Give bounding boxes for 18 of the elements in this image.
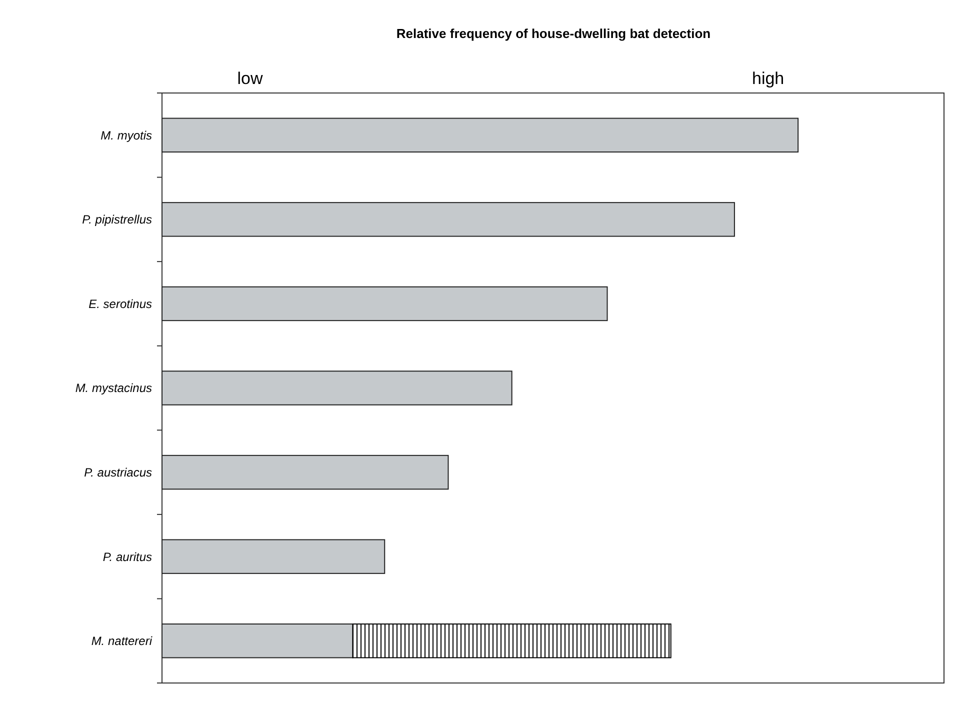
text: high bbox=[752, 69, 784, 88]
text: low bbox=[237, 69, 264, 88]
bar bbox=[162, 624, 354, 658]
bar bbox=[352, 624, 672, 658]
y-tick-label: P. austriacus bbox=[84, 465, 152, 480]
y-tick-label: P. auritus bbox=[102, 550, 152, 564]
chart-title: Relative frequency of house-dwelling bat detection bbox=[396, 26, 711, 41]
bar bbox=[162, 370, 512, 406]
bar bbox=[162, 539, 386, 574]
y-tick-label: E. serotinus bbox=[88, 296, 152, 311]
y-tick-label: P. pipistrellus bbox=[82, 212, 152, 227]
bar bbox=[162, 202, 735, 237]
y-tick-label: M. myotis bbox=[100, 128, 152, 142]
bar bbox=[162, 118, 799, 152]
bar bbox=[162, 454, 449, 490]
y-tick-label: M. mystacinus bbox=[75, 381, 152, 396]
bar bbox=[162, 286, 608, 322]
y-tick-label: M. nattereri bbox=[91, 634, 152, 648]
